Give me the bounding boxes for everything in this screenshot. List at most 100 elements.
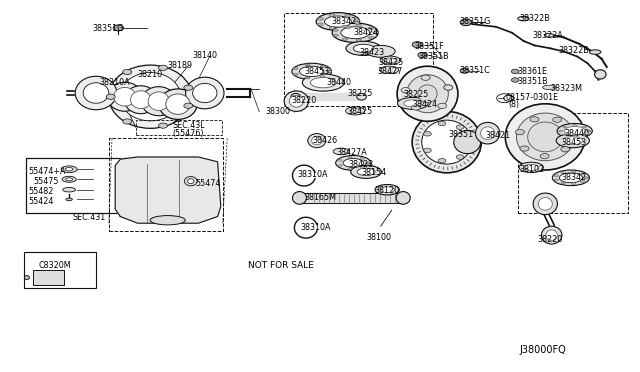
- Ellipse shape: [369, 36, 374, 39]
- Ellipse shape: [396, 192, 410, 204]
- Ellipse shape: [552, 170, 589, 186]
- Ellipse shape: [546, 230, 557, 240]
- Text: 38351: 38351: [448, 130, 473, 139]
- Ellipse shape: [336, 155, 371, 170]
- Polygon shape: [300, 193, 403, 203]
- Circle shape: [511, 69, 519, 74]
- Circle shape: [438, 121, 446, 126]
- Ellipse shape: [564, 126, 585, 135]
- Bar: [284, 13, 433, 106]
- Circle shape: [106, 94, 115, 99]
- Text: 55482: 55482: [29, 187, 54, 196]
- Circle shape: [123, 69, 132, 74]
- Text: 38220: 38220: [538, 235, 563, 244]
- Ellipse shape: [166, 94, 190, 115]
- Ellipse shape: [557, 124, 593, 138]
- Ellipse shape: [302, 74, 344, 91]
- Ellipse shape: [373, 32, 378, 34]
- Ellipse shape: [317, 23, 323, 26]
- Text: 38310A: 38310A: [301, 223, 332, 232]
- Ellipse shape: [317, 17, 323, 20]
- Bar: [33, 270, 64, 285]
- Text: 38351F: 38351F: [415, 42, 444, 51]
- Ellipse shape: [186, 77, 224, 109]
- Circle shape: [412, 105, 420, 110]
- Bar: [26, 158, 186, 213]
- Ellipse shape: [580, 173, 585, 175]
- Polygon shape: [402, 91, 422, 97]
- Ellipse shape: [454, 131, 481, 154]
- Ellipse shape: [193, 83, 217, 103]
- Text: 38220: 38220: [291, 96, 316, 105]
- Ellipse shape: [587, 130, 591, 132]
- Ellipse shape: [66, 198, 72, 201]
- Text: 38423: 38423: [349, 160, 374, 169]
- Ellipse shape: [184, 176, 197, 186]
- Text: 38424: 38424: [413, 100, 438, 109]
- Ellipse shape: [159, 89, 197, 119]
- Ellipse shape: [356, 39, 362, 41]
- Ellipse shape: [481, 127, 495, 140]
- Ellipse shape: [412, 111, 481, 173]
- Ellipse shape: [366, 162, 371, 164]
- Text: 38425: 38425: [348, 107, 372, 116]
- Ellipse shape: [561, 172, 565, 174]
- Text: 38210A: 38210A: [99, 78, 130, 87]
- Ellipse shape: [351, 165, 381, 178]
- Ellipse shape: [305, 64, 310, 66]
- Ellipse shape: [380, 187, 394, 193]
- Ellipse shape: [321, 65, 325, 67]
- Ellipse shape: [506, 104, 585, 170]
- Ellipse shape: [584, 177, 589, 179]
- Ellipse shape: [580, 181, 585, 183]
- Ellipse shape: [324, 16, 351, 27]
- Text: 38351C: 38351C: [460, 66, 490, 75]
- Text: 38300: 38300: [266, 107, 291, 116]
- Ellipse shape: [333, 34, 339, 36]
- Ellipse shape: [109, 65, 192, 128]
- Ellipse shape: [356, 24, 362, 26]
- Ellipse shape: [563, 134, 566, 136]
- Ellipse shape: [357, 93, 367, 100]
- Ellipse shape: [418, 85, 437, 103]
- Text: 38100: 38100: [366, 233, 391, 242]
- Ellipse shape: [538, 198, 552, 210]
- Ellipse shape: [584, 177, 589, 179]
- Text: 38426: 38426: [312, 136, 337, 145]
- Ellipse shape: [284, 91, 308, 112]
- Ellipse shape: [422, 120, 472, 164]
- Ellipse shape: [305, 77, 310, 79]
- Circle shape: [184, 103, 193, 108]
- Ellipse shape: [294, 73, 298, 75]
- Ellipse shape: [141, 87, 177, 116]
- Circle shape: [520, 146, 529, 151]
- Text: 38189: 38189: [168, 61, 193, 70]
- Text: 38210: 38210: [138, 70, 163, 79]
- Circle shape: [566, 131, 575, 136]
- Circle shape: [424, 132, 431, 136]
- Ellipse shape: [333, 148, 349, 155]
- Ellipse shape: [62, 176, 76, 182]
- Ellipse shape: [188, 179, 194, 183]
- Ellipse shape: [404, 100, 422, 107]
- Ellipse shape: [583, 126, 587, 128]
- Text: 38440: 38440: [326, 78, 351, 87]
- Text: 38351B: 38351B: [517, 77, 548, 86]
- Ellipse shape: [573, 124, 577, 126]
- Text: SEC.431: SEC.431: [73, 213, 106, 222]
- Circle shape: [553, 117, 562, 122]
- Text: 38140: 38140: [192, 51, 217, 60]
- Ellipse shape: [308, 134, 326, 148]
- Text: 38322A: 38322A: [532, 31, 563, 40]
- Circle shape: [401, 87, 410, 93]
- Text: 38225: 38225: [403, 90, 429, 99]
- Text: 38351B: 38351B: [419, 52, 449, 61]
- Circle shape: [113, 25, 124, 31]
- Text: 55424: 55424: [29, 197, 54, 206]
- Text: 38453: 38453: [562, 138, 587, 147]
- Ellipse shape: [572, 171, 576, 173]
- Circle shape: [159, 123, 168, 128]
- Text: 38427: 38427: [378, 67, 403, 76]
- Ellipse shape: [360, 157, 365, 159]
- Text: 55475: 55475: [33, 177, 59, 186]
